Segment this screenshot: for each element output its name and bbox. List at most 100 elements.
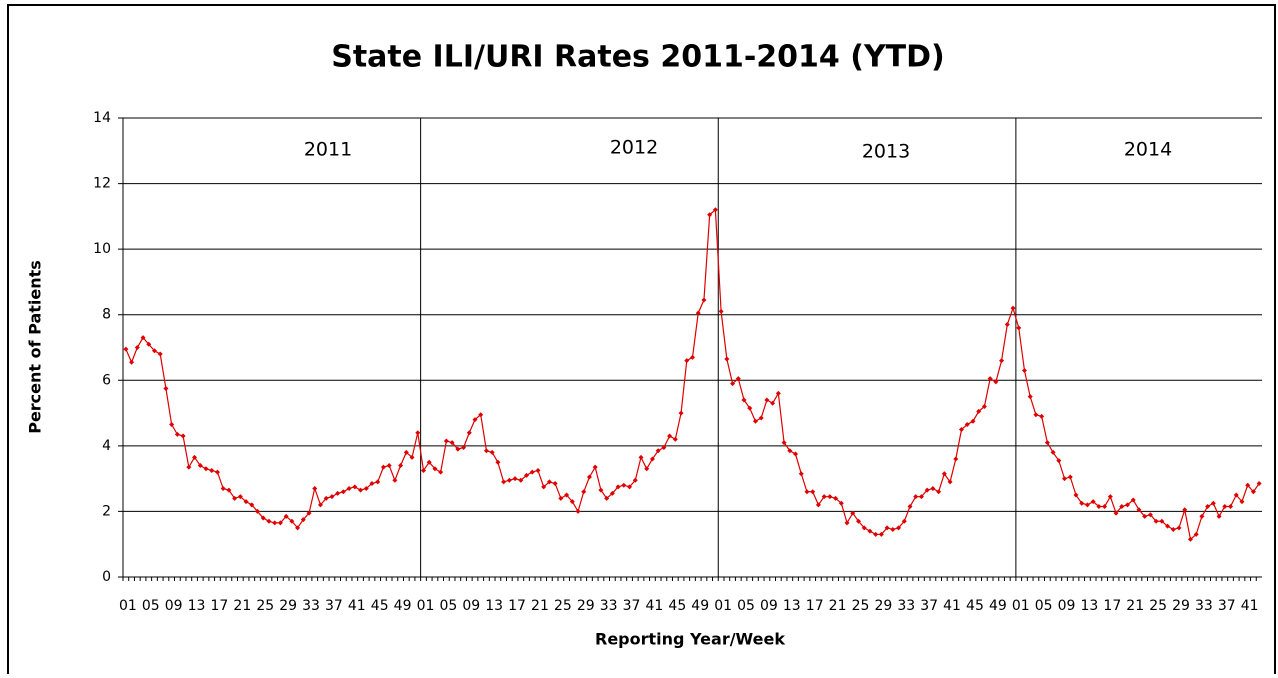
marker bbox=[1102, 504, 1108, 510]
x-tick-label: 41 bbox=[348, 598, 366, 614]
x-tick-label: 41 bbox=[646, 598, 664, 614]
marker bbox=[214, 469, 220, 475]
chart-frame bbox=[7, 4, 1276, 678]
marker bbox=[461, 444, 467, 450]
marker bbox=[604, 495, 610, 501]
marker bbox=[678, 410, 684, 416]
x-tick-label: 13 bbox=[188, 598, 206, 614]
chart-title: State ILI/URI Rates 2011-2014 (YTD) bbox=[331, 40, 945, 75]
marker bbox=[438, 469, 444, 475]
marker bbox=[123, 346, 129, 352]
marker bbox=[959, 426, 965, 432]
x-tick-label: 33 bbox=[600, 598, 618, 614]
marker bbox=[781, 440, 787, 446]
marker bbox=[913, 494, 919, 500]
marker bbox=[300, 517, 306, 523]
marker bbox=[1136, 507, 1142, 513]
marker bbox=[890, 526, 896, 532]
x-tick-label: 25 bbox=[1149, 598, 1167, 614]
marker bbox=[524, 472, 530, 478]
marker bbox=[518, 477, 524, 483]
x-tick-label: 41 bbox=[943, 598, 961, 614]
marker bbox=[140, 335, 146, 341]
marker bbox=[667, 433, 673, 439]
marker bbox=[1119, 504, 1125, 510]
marker bbox=[1182, 507, 1188, 513]
marker bbox=[752, 418, 758, 424]
marker bbox=[575, 508, 581, 514]
marker bbox=[621, 482, 627, 488]
marker bbox=[317, 502, 323, 508]
marker bbox=[901, 518, 907, 524]
marker bbox=[237, 494, 243, 500]
marker bbox=[380, 464, 386, 470]
marker bbox=[684, 358, 690, 364]
marker bbox=[340, 489, 346, 495]
marker bbox=[707, 212, 713, 218]
marker bbox=[838, 500, 844, 506]
marker bbox=[466, 430, 472, 436]
marker bbox=[180, 433, 186, 439]
marker bbox=[730, 381, 736, 387]
marker bbox=[850, 510, 856, 516]
x-tick-label: 17 bbox=[211, 598, 229, 614]
marker bbox=[867, 528, 873, 534]
marker bbox=[1147, 512, 1153, 518]
marker bbox=[924, 487, 930, 493]
marker bbox=[472, 417, 478, 423]
marker bbox=[541, 484, 547, 490]
marker bbox=[386, 463, 392, 469]
marker bbox=[1228, 504, 1234, 510]
marker bbox=[993, 379, 999, 385]
x-tick-label: 21 bbox=[829, 598, 847, 614]
x-axis-label: Reporting Year/Week bbox=[595, 630, 785, 649]
marker bbox=[260, 515, 266, 521]
marker bbox=[592, 464, 598, 470]
marker bbox=[1113, 510, 1119, 516]
marker bbox=[1233, 492, 1239, 498]
marker bbox=[1187, 536, 1193, 542]
marker bbox=[644, 466, 650, 472]
marker bbox=[1039, 413, 1045, 419]
marker bbox=[747, 405, 753, 411]
marker bbox=[1033, 412, 1039, 418]
marker bbox=[1205, 504, 1211, 510]
marker bbox=[529, 469, 535, 475]
marker bbox=[695, 310, 701, 316]
marker bbox=[1245, 482, 1251, 488]
marker bbox=[815, 502, 821, 508]
marker bbox=[489, 449, 495, 455]
marker bbox=[209, 467, 215, 473]
marker bbox=[690, 354, 695, 360]
marker bbox=[770, 400, 776, 406]
x-tick-label: 09 bbox=[462, 598, 480, 614]
x-tick-label: 37 bbox=[920, 598, 938, 614]
marker bbox=[163, 385, 169, 391]
marker bbox=[323, 495, 329, 501]
x-tick-label: 01 bbox=[417, 598, 435, 614]
marker bbox=[1084, 502, 1090, 508]
marker bbox=[512, 476, 518, 482]
y-tick-label: 4 bbox=[102, 438, 111, 454]
marker bbox=[844, 520, 850, 526]
x-tick-label: 17 bbox=[508, 598, 526, 614]
x-tick-label: 49 bbox=[691, 598, 709, 614]
x-tick-label: 29 bbox=[279, 598, 297, 614]
x-tick-label: 37 bbox=[623, 598, 641, 614]
marker bbox=[403, 449, 409, 455]
marker bbox=[243, 499, 249, 505]
marker bbox=[918, 494, 924, 500]
marker bbox=[793, 451, 799, 457]
marker bbox=[186, 464, 192, 470]
marker bbox=[363, 485, 369, 491]
marker bbox=[483, 448, 489, 454]
marker bbox=[609, 490, 615, 496]
x-tick-label: 29 bbox=[1172, 598, 1190, 614]
x-tick-label: 01 bbox=[1012, 598, 1030, 614]
marker bbox=[289, 518, 295, 524]
marker bbox=[598, 487, 604, 493]
marker bbox=[661, 444, 667, 450]
marker bbox=[495, 459, 501, 465]
marker bbox=[569, 499, 575, 505]
